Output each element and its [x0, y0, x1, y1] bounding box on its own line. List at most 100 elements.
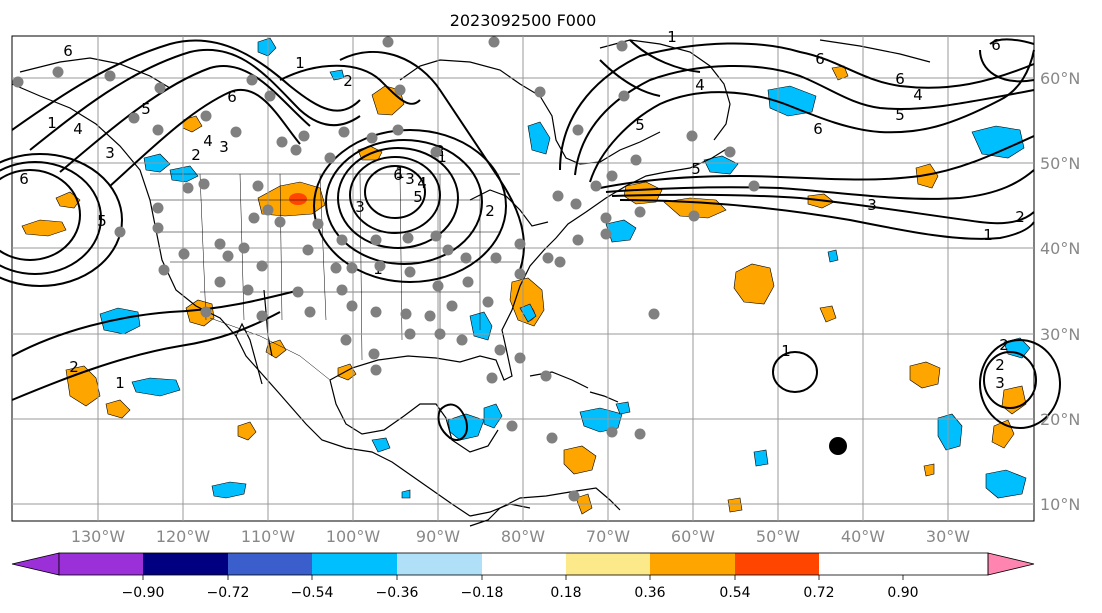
- contour-line: [364, 165, 426, 219]
- station-marker: [304, 306, 316, 318]
- contour-label: 5: [97, 212, 107, 230]
- station-marker: [606, 426, 618, 438]
- station-marker: [114, 226, 126, 238]
- contour-label: 4: [913, 86, 923, 104]
- contour-label: 2: [995, 356, 1005, 374]
- colorbar-segment: [59, 553, 143, 575]
- station-marker: [404, 266, 416, 278]
- anomaly-patch: [237, 421, 257, 441]
- us-mexico-border: [209, 317, 331, 381]
- contour-line: [0, 153, 123, 287]
- contour-label: 6: [393, 166, 403, 184]
- station-marker: [374, 260, 386, 272]
- station-marker: [434, 328, 446, 340]
- station-marker: [432, 280, 444, 292]
- station-marker: [158, 264, 170, 276]
- contour-label: 2: [343, 72, 353, 90]
- contour-line: [619, 199, 1035, 240]
- station-marker: [52, 66, 64, 78]
- colorbar-segment: [735, 553, 819, 575]
- anomaly-patch: [985, 469, 1027, 499]
- contour-line: [339, 51, 525, 271]
- station-marker: [616, 40, 628, 52]
- contour-line: [11, 39, 361, 131]
- anomaly-patch: [131, 377, 181, 397]
- station-marker: [292, 286, 304, 298]
- station-marker: [446, 300, 458, 312]
- gulf-and-atlantic-coast: [329, 147, 729, 381]
- station-marker: [262, 204, 274, 216]
- contour-label: 2: [1015, 208, 1025, 226]
- station-marker: [402, 232, 414, 244]
- station-marker: [606, 170, 618, 182]
- contour-label: 6: [227, 88, 237, 106]
- greenland-coast: [819, 39, 931, 63]
- anomaly-patch: [971, 125, 1025, 159]
- contour-line: [979, 49, 1035, 83]
- station-marker: [198, 178, 210, 190]
- colorbar-segment: [397, 553, 482, 575]
- station-marker: [462, 276, 474, 288]
- longitude-label: 50°W: [756, 527, 800, 546]
- station-marker: [298, 130, 310, 142]
- station-marker: [634, 428, 646, 440]
- station-marker: [540, 370, 552, 382]
- station-marker: [128, 112, 140, 124]
- anomaly-patch: [55, 191, 81, 209]
- contour-line: [559, 42, 1035, 171]
- anomaly-patch: [767, 85, 817, 117]
- station-marker: [248, 212, 260, 224]
- station-marker: [568, 490, 580, 502]
- contour-line: [0, 169, 81, 261]
- station-marker: [600, 212, 612, 224]
- colorbar-segment: [650, 553, 735, 575]
- contour-line: [599, 59, 661, 97]
- station-marker: [242, 284, 254, 296]
- station-marker: [430, 230, 442, 242]
- station-marker: [302, 244, 314, 256]
- anomaly-patch: [915, 163, 939, 189]
- contour-label: 5: [895, 106, 905, 124]
- contour-line: [629, 39, 701, 73]
- map-panel: 6125463216543112346512364565432112615623…: [0, 28, 1061, 527]
- station-marker: [442, 244, 454, 256]
- contour-label: 5: [413, 188, 423, 206]
- latitude-label: 20°N: [1040, 410, 1080, 429]
- contour-line: [337, 147, 459, 249]
- contour-label: 1: [47, 114, 57, 132]
- contour-labels: 6125463216543112346512364565432112615623…: [19, 28, 1025, 392]
- contour-line: [983, 351, 1037, 409]
- anomaly-patch: [579, 407, 623, 433]
- station-marker: [152, 222, 164, 234]
- anomaly-patch: [21, 219, 67, 237]
- colorbar-tick-label: 0.18: [550, 585, 581, 601]
- colorbar-tick-label: 0.90: [887, 585, 918, 601]
- station-marker: [394, 84, 406, 96]
- station-marker: [648, 308, 660, 320]
- anomaly-core: [289, 193, 307, 205]
- contour-label: 2: [999, 336, 1009, 354]
- colorbar-tick-label: −0.72: [207, 585, 250, 601]
- latitude-label: 30°N: [1040, 325, 1080, 344]
- anomaly-patch: [605, 219, 637, 243]
- colorbar-tick-label: 0.36: [634, 585, 665, 601]
- longitude-label: 60°W: [671, 527, 715, 546]
- contour-label: 4: [73, 120, 83, 138]
- station-marker: [324, 152, 336, 164]
- contour-label: 5: [635, 116, 645, 134]
- contour-label: 2: [485, 202, 495, 220]
- latitude-label: 40°N: [1040, 239, 1080, 258]
- contour-line: [29, 49, 361, 151]
- station-marker: [554, 256, 566, 268]
- station-marker: [330, 262, 342, 274]
- contour-line: [11, 289, 301, 357]
- station-marker: [252, 180, 264, 192]
- station-marker: [276, 136, 288, 148]
- contour-label: 4: [695, 76, 705, 94]
- station-marker: [488, 36, 500, 48]
- contour-label: 6: [63, 42, 73, 60]
- station-marker: [264, 90, 276, 102]
- contour-line: [313, 129, 507, 283]
- contour-label: 3: [219, 138, 229, 156]
- station-marker: [338, 126, 350, 138]
